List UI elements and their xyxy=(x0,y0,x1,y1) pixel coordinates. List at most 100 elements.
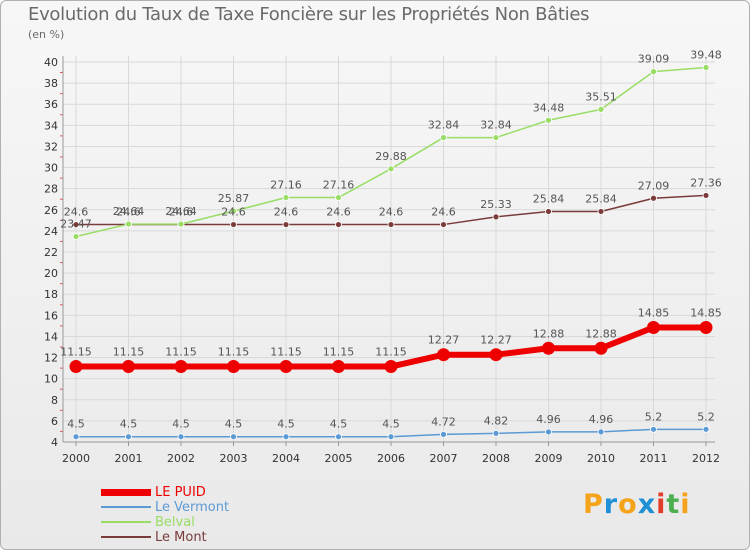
data-point-belval xyxy=(387,165,395,173)
data-label-le-puid: 14.85 xyxy=(638,306,670,319)
data-label-le-mont: 24.6 xyxy=(221,206,246,219)
data-label-le-puid: 14.85 xyxy=(690,306,722,319)
data-point-le-puid xyxy=(699,320,713,334)
legend-label: Le Vermont xyxy=(155,500,230,515)
data-point-le-vermont xyxy=(440,430,447,438)
y-tick-label: 16 xyxy=(44,309,58,322)
data-point-le-puid xyxy=(69,360,83,374)
y-tick-label: 26 xyxy=(44,204,58,217)
data-label-le-puid: 11.15 xyxy=(323,346,355,359)
brand-letter: o xyxy=(618,489,638,520)
brand-letter: x xyxy=(637,489,657,520)
y-tick-label: 14 xyxy=(44,330,58,343)
data-label-le-vermont: 4.5 xyxy=(225,418,243,431)
x-tick-label: 2002 xyxy=(167,452,195,465)
data-label-le-vermont: 4.5 xyxy=(330,418,348,431)
data-point-le-vermont xyxy=(125,433,132,441)
y-tick-label: 40 xyxy=(44,56,58,69)
chart-unit-label: (en %) xyxy=(28,28,65,41)
data-point-le-puid xyxy=(227,360,240,374)
y-tick-label: 8 xyxy=(51,394,58,407)
y-tick-label: 36 xyxy=(44,98,58,111)
x-tick-label: 2004 xyxy=(272,452,300,465)
legend-label: LE PUID xyxy=(155,485,206,500)
data-label-le-vermont: 4.96 xyxy=(536,413,561,426)
data-point-belval xyxy=(650,68,657,76)
data-label-le-mont: 24.6 xyxy=(274,206,299,219)
data-label-le-mont: 27.09 xyxy=(638,179,670,192)
data-point-belval xyxy=(230,207,237,215)
data-label-belval: 24.64 xyxy=(165,205,197,218)
x-tick-label: 2000 xyxy=(62,452,90,465)
data-label-le-mont: 24.6 xyxy=(379,206,404,219)
data-point-le-puid xyxy=(437,348,450,362)
data-point-le-puid xyxy=(332,360,345,374)
data-point-le-puid xyxy=(174,360,188,374)
data-point-belval xyxy=(177,220,185,228)
data-point-belval xyxy=(545,116,552,124)
brand-letter: P xyxy=(583,489,604,520)
data-point-le-vermont xyxy=(335,433,342,441)
data-point-belval xyxy=(702,64,710,71)
data-point-le-mont xyxy=(492,213,500,221)
y-tick-label: 20 xyxy=(44,267,58,280)
brand-letter: i xyxy=(680,489,691,520)
data-point-le-mont xyxy=(440,221,447,228)
data-point-belval xyxy=(492,134,500,141)
data-label-le-mont: 25.84 xyxy=(585,192,617,205)
brand-letter: r xyxy=(603,489,619,520)
data-label-le-puid: 12.27 xyxy=(480,334,512,347)
data-point-le-mont xyxy=(545,208,552,215)
y-tick-label: 18 xyxy=(44,288,58,301)
x-tick-label: 2003 xyxy=(220,452,248,465)
data-label-belval: 29.88 xyxy=(375,150,407,163)
data-point-le-mont xyxy=(597,208,605,215)
legend-label: Le Mont xyxy=(155,530,207,545)
data-label-le-mont: 24.6 xyxy=(326,206,351,219)
data-point-belval xyxy=(125,220,132,228)
data-label-le-mont: 27.36 xyxy=(690,176,722,189)
y-tick-label: 4 xyxy=(51,436,58,449)
data-label-le-mont: 24.6 xyxy=(116,206,141,219)
brand-logo: Proxiti xyxy=(583,489,691,520)
data-label-le-vermont: 4.82 xyxy=(484,414,509,427)
data-label-le-puid: 11.15 xyxy=(165,346,197,359)
data-point-le-vermont xyxy=(72,433,80,441)
data-label-belval: 32.84 xyxy=(480,119,512,132)
data-label-le-puid: 12.88 xyxy=(585,327,617,340)
legend-swatch xyxy=(101,489,151,496)
y-tick-label: 22 xyxy=(44,246,58,259)
data-label-le-vermont: 5.2 xyxy=(645,410,663,423)
y-tick-label: 28 xyxy=(44,183,58,196)
data-label-le-puid: 11.15 xyxy=(375,346,407,359)
x-tick-label: 2008 xyxy=(482,452,510,465)
data-point-le-mont xyxy=(387,221,395,228)
data-point-le-mont xyxy=(650,194,657,202)
data-label-belval: 39.48 xyxy=(690,48,722,61)
data-label-le-puid: 12.27 xyxy=(428,334,460,347)
data-label-le-puid: 11.15 xyxy=(60,346,92,359)
x-tick-label: 2011 xyxy=(640,452,668,465)
y-tick-label: 30 xyxy=(44,162,58,175)
data-label-belval: 34.48 xyxy=(533,101,565,114)
data-label-le-vermont: 4.96 xyxy=(589,413,614,426)
y-tick-label: 34 xyxy=(44,119,58,132)
axes: 4 6 8 10 12 14 16 18 20 22 24 26 28 30 32 34 36 38 40 2000 2… xyxy=(44,56,720,465)
data-point-le-vermont xyxy=(597,428,605,436)
legend-swatch xyxy=(101,536,151,538)
data-label-le-mont: 24.6 xyxy=(169,206,194,219)
data-label-belval: 39.09 xyxy=(638,53,670,66)
data-label-le-puid: 11.15 xyxy=(270,346,302,359)
data-label-le-mont: 25.33 xyxy=(480,198,512,211)
x-tick-label: 2007 xyxy=(430,452,458,465)
y-tick-label: 24 xyxy=(44,225,58,238)
data-point-le-puid xyxy=(594,341,608,355)
data-point-le-vermont xyxy=(230,433,237,441)
data-label-le-mont: 24.6 xyxy=(64,206,89,219)
data-point-le-mont xyxy=(282,221,290,228)
data-label-le-vermont: 4.5 xyxy=(67,418,85,431)
data-label-le-puid: 11.15 xyxy=(218,346,250,359)
data-point-belval xyxy=(335,194,342,201)
